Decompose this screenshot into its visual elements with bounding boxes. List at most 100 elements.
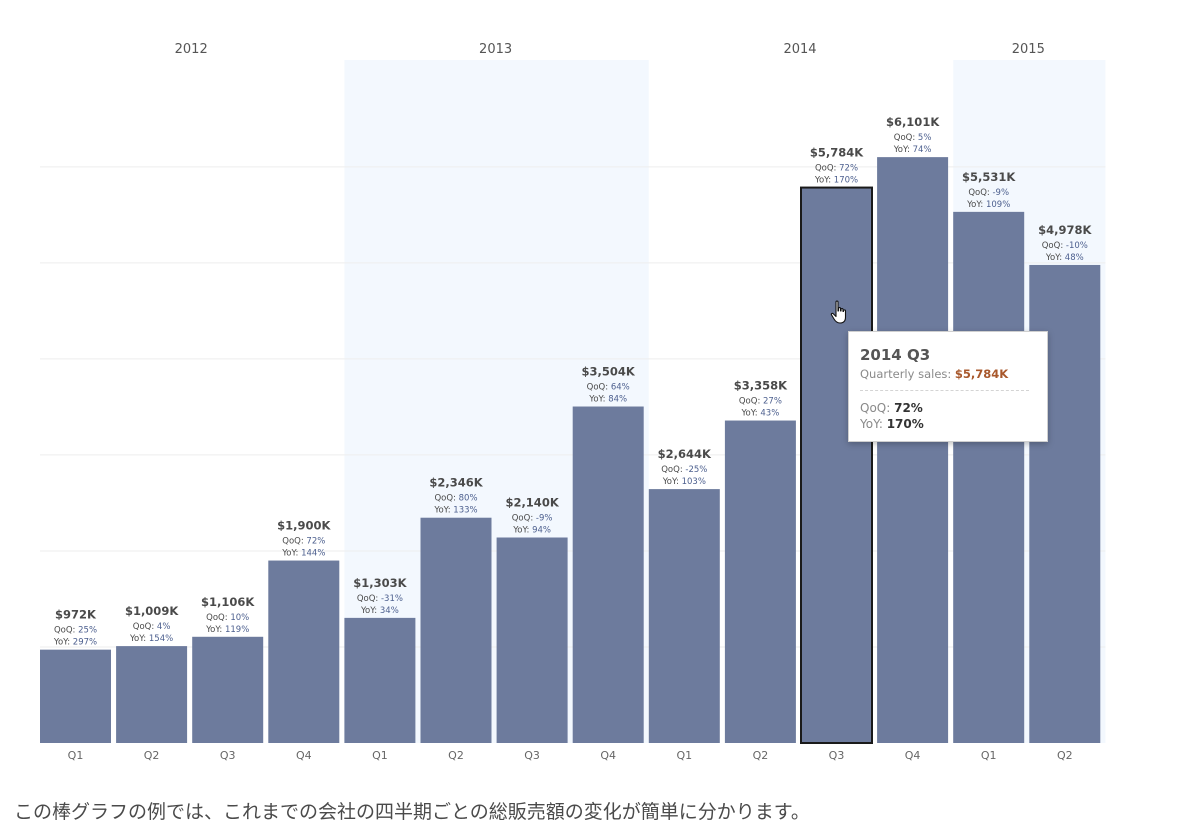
year-label-2012: 2012	[175, 42, 208, 57]
yoy-value: 43%	[760, 409, 779, 419]
qoq-value: -31%	[381, 594, 403, 604]
qoq-value: 4%	[157, 622, 171, 632]
tooltip: 2014 Q3 Quarterly sales: $5,784K QoQ: 72…	[848, 331, 1048, 442]
quarter-tick-label: Q1	[68, 749, 84, 762]
qoq-label: QoQ: 5%	[894, 133, 932, 143]
quarter-tick-label: Q2	[144, 749, 160, 762]
yoy-value: 297%	[73, 638, 97, 648]
yoy-label: YoY: 119%	[205, 625, 249, 635]
tooltip-title: 2014 Q3	[860, 346, 931, 364]
bar-q4[interactable]	[877, 157, 949, 743]
yoy-value: 84%	[608, 395, 627, 405]
quarter-tick-label: Q4	[905, 749, 921, 762]
quarter-tick-label: Q1	[981, 749, 997, 762]
qoq-label: QoQ: 64%	[587, 383, 630, 393]
quarter-tick-label: Q2	[753, 749, 769, 762]
yoy-value: 133%	[453, 506, 477, 516]
quarter-tick-label: Q3	[829, 749, 845, 762]
yoy-value: 109%	[986, 200, 1010, 210]
tooltip-qoq-label: QoQ:	[860, 401, 891, 415]
yoy-value: 154%	[149, 634, 173, 644]
value-label: $1,303K	[353, 576, 407, 590]
value-label: $6,101K	[886, 115, 940, 129]
qoq-label: QoQ: 10%	[206, 613, 249, 623]
bar-q3[interactable]	[496, 537, 568, 743]
yoy-value: 144%	[301, 549, 325, 559]
bar-q1[interactable]	[953, 211, 1025, 743]
bar-q4[interactable]	[268, 560, 340, 743]
bar-q2[interactable]	[724, 420, 796, 743]
yoy-label: YoY: 34%	[360, 606, 399, 616]
value-label: $3,504K	[582, 365, 636, 379]
qoq-value: -25%	[685, 465, 707, 475]
value-label: $3,358K	[734, 379, 788, 393]
yoy-label: YoY: 297%	[53, 638, 97, 648]
yoy-label: YoY: 170%	[814, 176, 858, 186]
qoq-value: 5%	[918, 133, 932, 143]
yoy-label: YoY: 103%	[662, 477, 706, 487]
year-label-2015: 2015	[1012, 42, 1045, 57]
qoq-value: 80%	[459, 494, 478, 504]
tooltip-yoy-label: YoY:	[860, 417, 883, 431]
quarter-tick-label: Q2	[448, 749, 464, 762]
value-label: $5,531K	[962, 170, 1016, 184]
yoy-value: 103%	[682, 477, 706, 487]
yoy-label: YoY: 144%	[281, 549, 325, 559]
quarter-tick-label: Q3	[524, 749, 540, 762]
bar-chart: 2012 2013 2014 2015 $972K QoQ: 25% YoY: 297% $…	[40, 42, 1106, 762]
chart-caption: この棒グラフの例では、これまでの会社の四半期ごとの総販売額の変化が簡単に分かりま…	[14, 801, 810, 823]
bar-q1[interactable]	[648, 489, 720, 743]
value-label: $2,140K	[505, 495, 559, 509]
yoy-label: YoY: 133%	[433, 506, 477, 516]
bar-q1[interactable]	[40, 649, 111, 743]
qoq-label: QoQ: -25%	[661, 465, 707, 475]
value-label: $2,644K	[658, 447, 712, 461]
yoy-label: YoY: 74%	[893, 145, 932, 155]
qoq-label: QoQ: -31%	[357, 594, 403, 604]
bar-q1[interactable]	[344, 617, 416, 743]
bar-q3[interactable]	[800, 186, 873, 745]
bar-q4[interactable]	[572, 406, 644, 743]
tooltip-sales-label: Quarterly sales:	[860, 367, 952, 381]
quarter-tick-label: Q4	[296, 749, 312, 762]
value-label: $5,784K	[810, 146, 864, 160]
qoq-label: QoQ: 27%	[739, 397, 782, 407]
qoq-value: 64%	[611, 383, 630, 393]
qoq-label: QoQ: 72%	[282, 537, 325, 547]
quarter-tick-label: Q3	[220, 749, 236, 762]
hand-pointer-icon	[830, 300, 847, 324]
qoq-label: QoQ: -9%	[968, 188, 1009, 198]
qoq-label: QoQ: 4%	[133, 622, 171, 632]
yoy-label: YoY: 43%	[740, 409, 779, 419]
qoq-value: -10%	[1066, 241, 1088, 251]
tooltip-sales-value: $5,784K	[954, 367, 1009, 381]
quarter-tick-label: Q1	[372, 749, 388, 762]
quarter-tick-label: Q2	[1057, 749, 1073, 762]
qoq-label: QoQ: 72%	[815, 164, 858, 174]
tooltip-separator	[860, 390, 1029, 391]
qoq-value: -9%	[536, 513, 553, 523]
quarter-tick-label: Q1	[676, 749, 692, 762]
qoq-value: 10%	[230, 613, 249, 623]
tooltip-qoq-value: 72%	[894, 401, 923, 415]
bar-q2[interactable]	[116, 646, 188, 743]
yoy-value: 170%	[834, 176, 858, 186]
qoq-value: 72%	[839, 164, 858, 174]
qoq-value: 25%	[78, 626, 97, 636]
yoy-value: 48%	[1065, 253, 1084, 263]
value-label: $1,900K	[277, 519, 331, 533]
yoy-label: YoY: 84%	[588, 395, 627, 405]
bar-q2[interactable]	[420, 517, 492, 743]
year-label-2013: 2013	[479, 42, 512, 57]
yoy-value: 74%	[913, 145, 932, 155]
yoy-label: YoY: 48%	[1045, 253, 1084, 263]
bar-q3[interactable]	[192, 636, 264, 743]
yoy-value: 119%	[225, 625, 249, 635]
qoq-label: QoQ: -9%	[512, 513, 553, 523]
year-label-2014: 2014	[783, 42, 816, 57]
value-label: $4,978K	[1038, 223, 1092, 237]
value-label: $1,106K	[201, 595, 255, 609]
yoy-label: YoY: 109%	[966, 200, 1010, 210]
qoq-label: QoQ: 80%	[434, 494, 477, 504]
tooltip-yoy-value: 170%	[886, 417, 924, 431]
